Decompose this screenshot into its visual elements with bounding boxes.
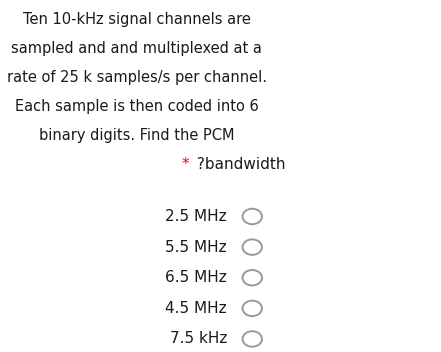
Text: binary digits. Find the PCM: binary digits. Find the PCM — [39, 128, 235, 143]
Text: 2.5 MHz: 2.5 MHz — [165, 209, 227, 224]
Text: Each sample is then coded into 6: Each sample is then coded into 6 — [15, 99, 258, 114]
Text: 5.5 MHz: 5.5 MHz — [165, 240, 227, 254]
Text: 7.5 kHz: 7.5 kHz — [170, 332, 227, 346]
Text: 4.5 MHz: 4.5 MHz — [165, 301, 227, 316]
Circle shape — [243, 331, 262, 347]
Circle shape — [243, 239, 262, 255]
Circle shape — [243, 209, 262, 224]
Text: Ten 10-kHz signal channels are: Ten 10-kHz signal channels are — [23, 12, 250, 27]
Circle shape — [243, 270, 262, 285]
Text: *: * — [182, 157, 190, 172]
Circle shape — [243, 301, 262, 316]
Text: sampled and and multiplexed at a: sampled and and multiplexed at a — [11, 41, 262, 56]
Text: ?bandwidth: ?bandwidth — [192, 157, 285, 172]
Text: rate of 25 k samples/s per channel.: rate of 25 k samples/s per channel. — [7, 70, 267, 85]
Text: 6.5 MHz: 6.5 MHz — [165, 270, 227, 285]
